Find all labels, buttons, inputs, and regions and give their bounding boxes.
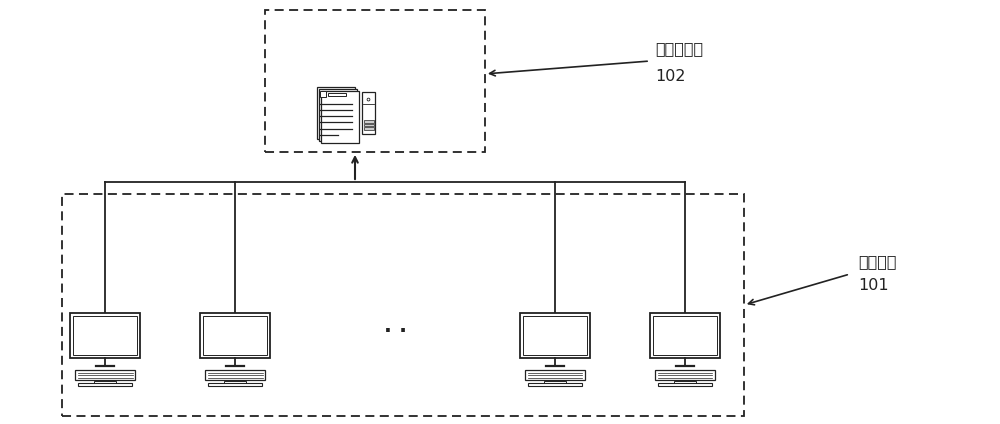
Bar	[523, 316, 587, 355]
Bar	[544, 381, 566, 383]
Text: · ·: · ·	[384, 321, 407, 341]
Bar	[320, 91, 326, 97]
Bar	[70, 313, 140, 358]
Bar	[525, 370, 585, 380]
Bar	[520, 313, 590, 358]
Bar	[265, 10, 485, 152]
Bar	[75, 370, 135, 380]
Bar	[528, 383, 582, 386]
Bar	[650, 313, 720, 358]
Bar	[224, 381, 246, 383]
Bar	[317, 87, 355, 139]
Bar	[78, 383, 132, 386]
Text: 102: 102	[655, 69, 686, 84]
Bar	[203, 316, 267, 355]
Bar	[62, 194, 744, 416]
Bar	[205, 370, 265, 380]
Text: 质控服务端: 质控服务端	[655, 42, 703, 56]
Bar	[73, 316, 137, 355]
Bar	[362, 92, 375, 134]
Bar	[200, 313, 270, 358]
Bar	[655, 370, 715, 380]
Bar	[674, 381, 696, 383]
Bar	[208, 383, 262, 386]
Text: 101: 101	[858, 279, 889, 293]
Bar	[364, 120, 374, 123]
Bar	[94, 381, 116, 383]
Bar	[321, 92, 359, 143]
Bar	[328, 92, 346, 96]
Text: 检测终端: 检测终端	[858, 254, 896, 270]
Bar	[364, 124, 374, 126]
Bar	[658, 383, 712, 386]
Bar	[364, 127, 374, 130]
Bar	[653, 316, 717, 355]
Bar	[319, 89, 357, 141]
